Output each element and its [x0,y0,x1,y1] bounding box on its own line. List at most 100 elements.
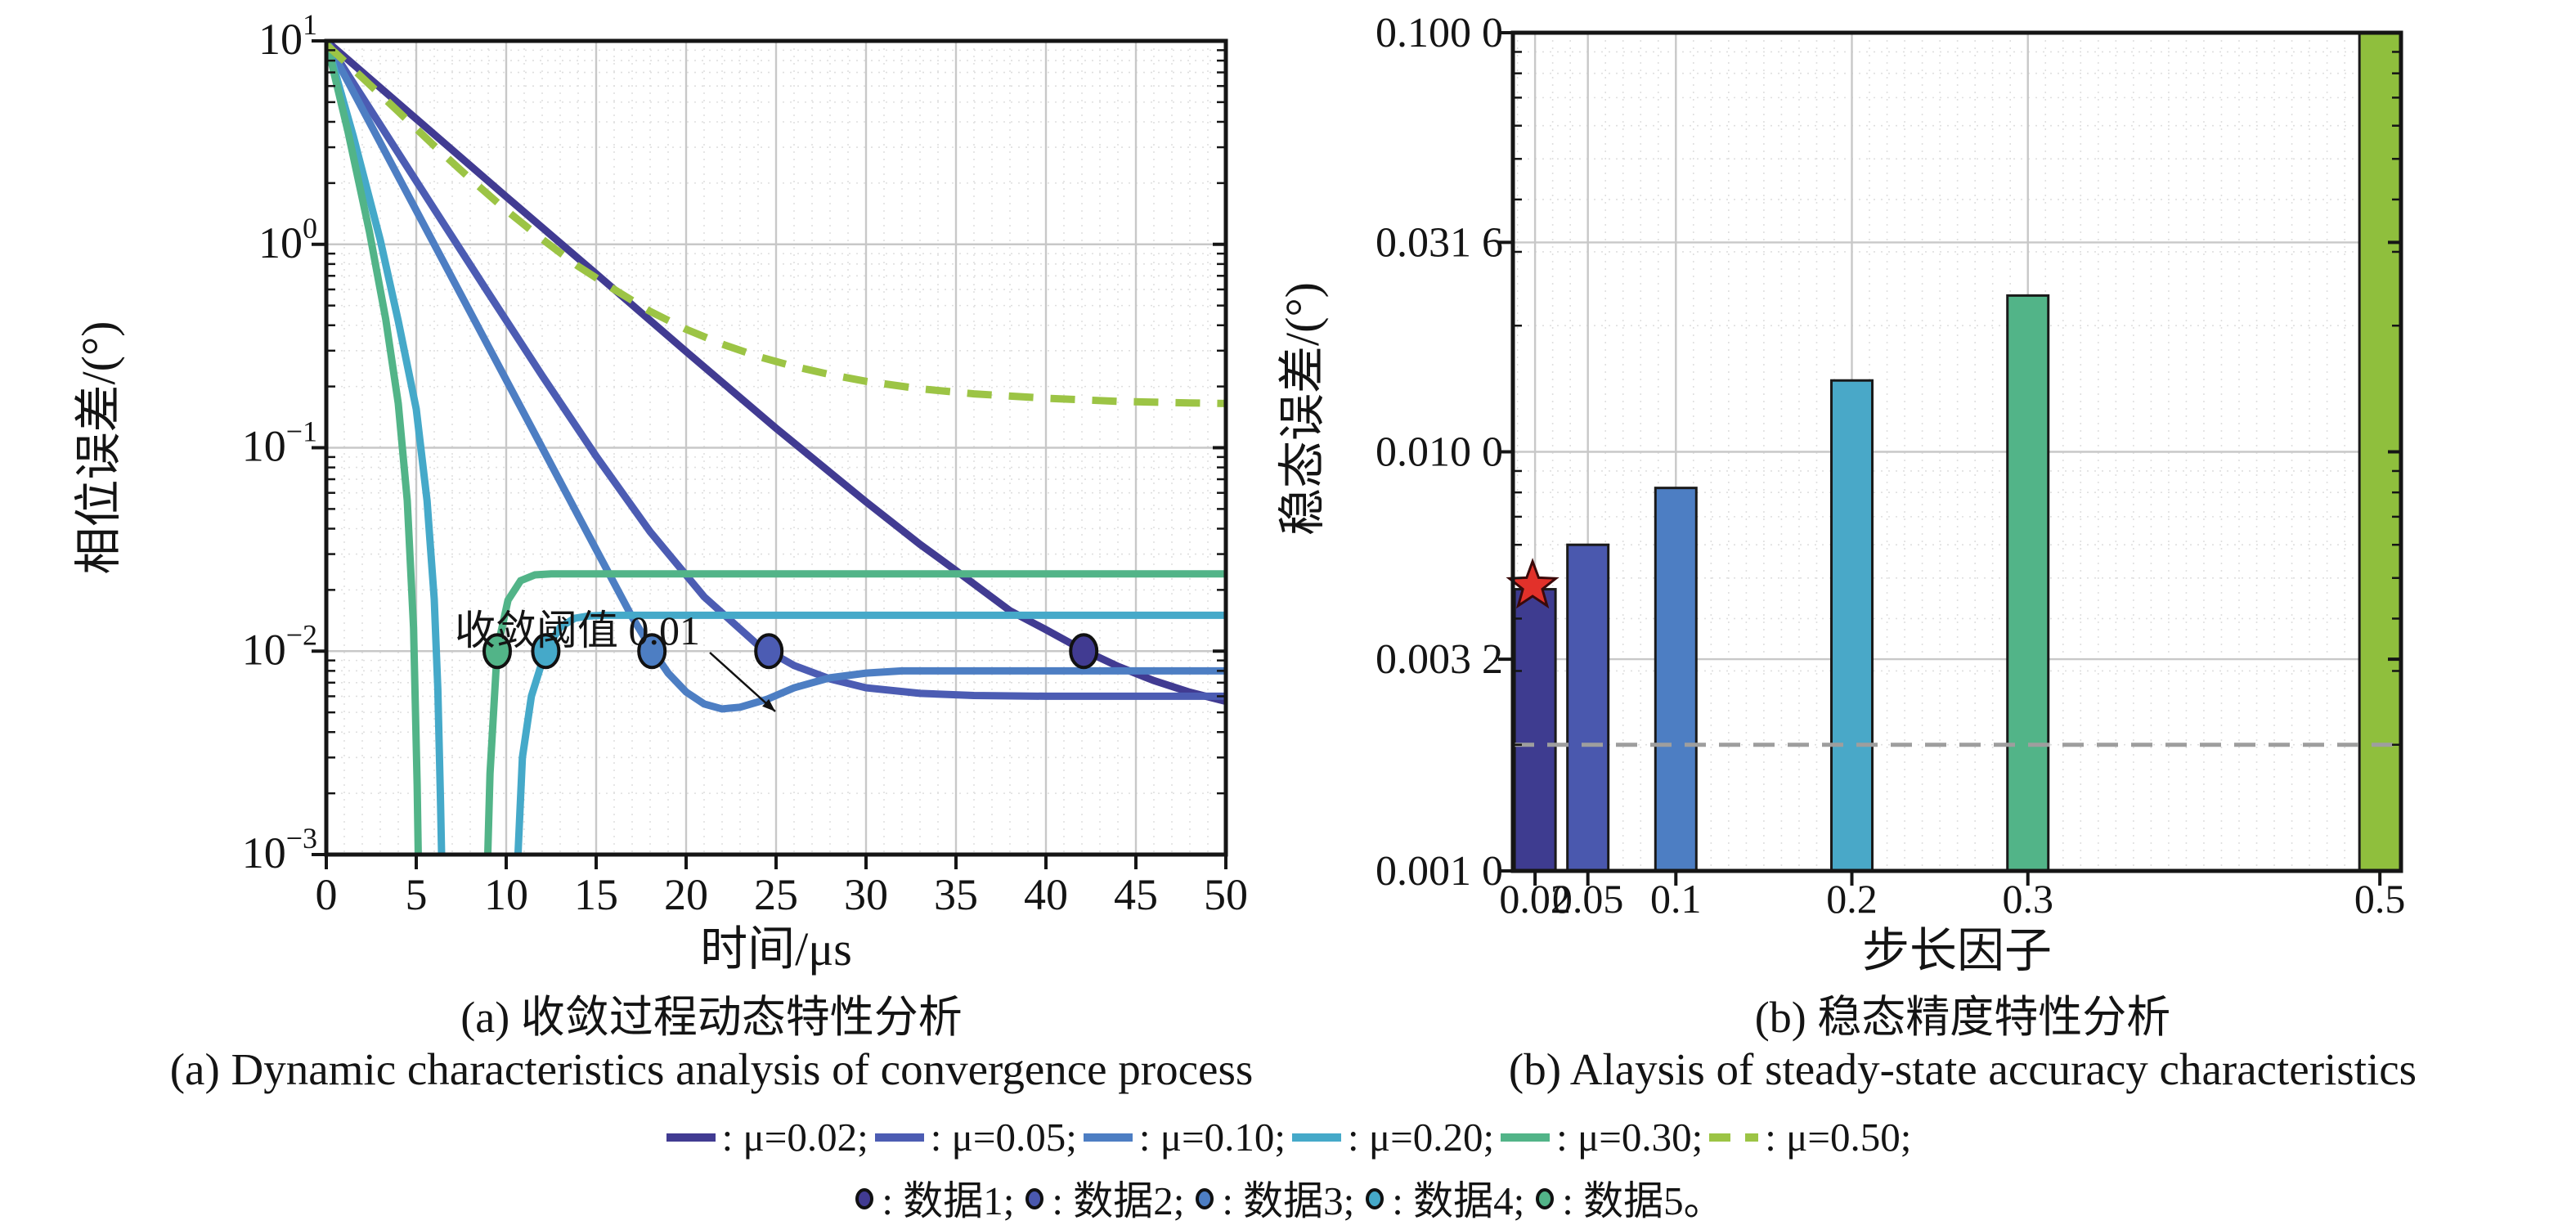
tick-labels-b: 0.100 00.031 60.010 00.003 20.001 00.020… [1376,10,2405,922]
ticks-minor-b [1513,51,2401,746]
legend-label: : μ=0.30; [1556,1115,1703,1160]
ticks-minor-a [326,49,1226,795]
svg-text:0.5: 0.5 [2354,876,2406,922]
legend-marker-swatch [1536,1187,1555,1209]
curve-μ=0.20 [326,41,1226,855]
legend-item-data-1: : 数据2; [1022,1169,1184,1225]
svg-text:10: 10 [484,870,528,919]
legend-row-mu: : μ=0.02; : μ=0.05; : μ=0.10; : μ=0.20; : μ=… [665,1114,1911,1160]
annotation-threshold: 收敛阈值 0.01 [455,608,700,653]
svg-text:0.02: 0.02 [1499,876,1571,922]
legend-label: : μ=0.10; [1138,1115,1286,1160]
chart-a: 收敛阈值 0.01 0 5 10 15 20 25 30 35 40 45 50 101 100 10−1 1… [72,8,1248,976]
svg-text:25: 25 [754,870,798,919]
legend-marker-swatch [1025,1187,1044,1209]
curve-μ=0.10 [326,41,1226,713]
bar-0.2 [1830,379,1874,871]
marker-数据4 [531,633,561,670]
legend-line-swatch [874,1133,924,1142]
svg-text:0.1: 0.1 [1650,876,1702,922]
bar-0.02 [1513,588,1557,871]
xlabel-b: 步长因子 [1862,924,2052,977]
svg-text:0.2: 0.2 [1826,876,1878,922]
legend-item-data-2: : 数据3; [1192,1169,1354,1225]
caption-chart-b: (b) 稳态精度特性分析 (b) Alaysis of steady-state… [1390,991,2535,1096]
xlabel-a: 时间/μs [700,922,852,976]
svg-text:0.010 0: 0.010 0 [1376,429,1503,476]
legend-item-data-4: : 数据5。 [1533,1169,1724,1225]
legend-item-mu-3: : μ=0.20; [1290,1114,1494,1160]
svg-text:40: 40 [1024,870,1068,919]
tick-labels-a: 0 5 10 15 20 25 30 35 40 45 50 101 100 10−1 10−2 10−3 [242,8,1248,919]
ylabel-b: 稳态误差/(°) [1276,282,1329,536]
legend-marker-swatch [1196,1187,1214,1209]
chart-b: 0.100 00.031 60.010 00.003 20.001 00.020… [1276,10,2405,977]
svg-text:5: 5 [406,870,428,919]
legend-line-swatch [1292,1133,1341,1142]
caption-chart-a: (a) 收敛过程动态特性分析 (a) Dynamic characteristi… [90,991,1333,1096]
marker-数据5 [482,633,512,670]
legend-item-mu-1: : μ=0.05; [873,1114,1077,1160]
svg-text:101: 101 [258,8,317,64]
curve-μ=0.50 [326,42,1226,407]
svg-text:0.05: 0.05 [1552,876,1624,922]
svg-text:10−2: 10−2 [242,618,317,674]
grid-major-a [326,41,1226,855]
bar-0.1 [1654,487,1698,871]
legend-label: : 数据4; [1392,1178,1525,1223]
svg-text:45: 45 [1114,870,1158,919]
legend-label: : 数据5。 [1562,1178,1724,1223]
legend-item-data-3: : 数据4; [1362,1169,1524,1225]
svg-text:50: 50 [1204,870,1248,919]
legend-item-mu-5: : μ=0.50; [1708,1114,1911,1160]
legend-line-swatch [666,1133,716,1142]
legend-label: : 数据3; [1222,1178,1355,1223]
marker-数据2 [754,633,784,670]
bar-0.5 [2358,33,2401,871]
legend-item-data-0: : 数据1; [852,1169,1014,1225]
curve-μ=0.05 [326,41,1226,700]
svg-text:10−3: 10−3 [242,822,317,877]
legend-label: : μ=0.02; [721,1115,868,1160]
bar-0.05 [1566,543,1610,871]
caption-a-zh: (a) 收敛过程动态特性分析 [460,993,963,1042]
legend-item-mu-4: : μ=0.30; [1499,1114,1703,1160]
svg-text:0.3: 0.3 [2002,876,2053,922]
svg-text:20: 20 [664,870,708,919]
bar-0.3 [2006,294,2050,871]
legend-line-swatch [1501,1133,1551,1142]
legend-row-data: : 数据1;: 数据2; : 数据3; : 数据4; : 数据5。 [852,1169,1724,1225]
svg-text:15: 15 [574,870,618,919]
ticks-b [1498,31,2401,886]
ticks-a [312,39,1227,869]
legend-dashed-line-swatch [1709,1133,1759,1142]
svg-text:0: 0 [316,870,338,919]
svg-text:0.100 0: 0.100 0 [1376,10,1503,56]
marker-数据3 [637,633,667,670]
figure-legend: : μ=0.02; : μ=0.05; : μ=0.10; : μ=0.20; : μ=… [0,1114,2576,1225]
legend-label: : 数据1; [882,1178,1015,1223]
legend-line-swatch [1083,1133,1133,1142]
svg-text:0.001 0: 0.001 0 [1376,848,1503,895]
legend-label: : μ=0.20; [1348,1115,1495,1160]
svg-text:0.031 6: 0.031 6 [1376,219,1503,266]
legend-label: : μ=0.05; [930,1115,1077,1160]
annotation-arrow [709,652,776,712]
legend-item-mu-0: : μ=0.02; [665,1114,868,1160]
svg-text:0.003 2: 0.003 2 [1376,636,1503,683]
ylabel-a: 相位误差/(°) [72,321,125,575]
svg-text:35: 35 [934,870,978,919]
caption-a-en: (a) Dynamic characteristics analysis of … [169,1044,1254,1094]
caption-b-en: (b) Alaysis of steady-state accuracy cha… [1508,1044,2417,1094]
curves-a [326,41,1226,855]
legend-marker-swatch [1366,1187,1384,1209]
svg-text:10−1: 10−1 [242,415,317,471]
legend-marker-swatch [855,1187,874,1209]
marker-数据1 [1069,633,1099,670]
legend-label: : μ=0.50; [1765,1115,1912,1160]
curve-μ=0.30 [326,41,1226,855]
svg-text:30: 30 [844,870,888,919]
svg-text:100: 100 [258,212,317,267]
